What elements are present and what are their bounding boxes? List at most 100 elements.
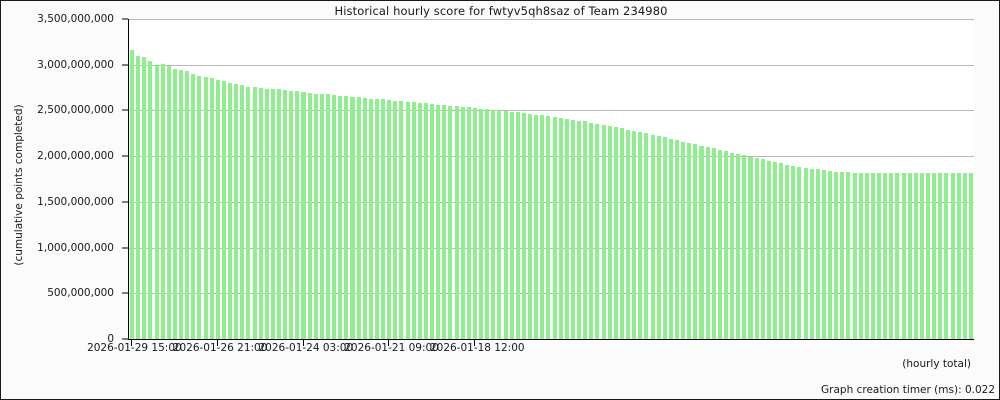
bar xyxy=(570,119,575,339)
y-tick-mark xyxy=(122,64,128,66)
bar xyxy=(772,162,777,339)
bar xyxy=(228,83,233,339)
bar xyxy=(466,107,471,339)
bar xyxy=(766,160,771,339)
bar xyxy=(864,173,869,339)
bar xyxy=(797,166,802,339)
y-tick-label: 0 xyxy=(107,333,114,345)
bar xyxy=(748,156,753,339)
y-tick-mark xyxy=(122,155,128,157)
bar xyxy=(160,63,165,339)
bar xyxy=(264,88,269,339)
y-tick-label: 2,000,000,000 xyxy=(37,150,114,163)
bar xyxy=(301,92,306,339)
bar xyxy=(393,100,398,339)
y-tick-mark xyxy=(122,18,128,20)
bar xyxy=(760,159,765,339)
chart-title: Historical hourly score for fwtyv5qh8saz… xyxy=(334,4,668,18)
bar xyxy=(785,164,790,339)
x-axis-title: (hourly total) xyxy=(902,358,971,370)
bar xyxy=(577,120,582,339)
bar xyxy=(583,121,588,339)
bar xyxy=(730,152,735,339)
bar xyxy=(503,110,508,339)
bar xyxy=(919,173,924,339)
bar xyxy=(564,118,569,339)
bar xyxy=(460,106,465,339)
bar xyxy=(491,109,496,339)
bar xyxy=(313,93,318,339)
bar xyxy=(362,97,367,339)
bar xyxy=(454,106,459,339)
y-tick-label: 1,000,000,000 xyxy=(37,241,114,254)
bar xyxy=(858,172,863,339)
bar xyxy=(405,101,410,339)
bar xyxy=(668,138,673,339)
bar xyxy=(319,93,324,339)
bar xyxy=(448,105,453,339)
bar xyxy=(889,173,894,339)
x-tick-mark xyxy=(473,340,475,346)
bar xyxy=(332,94,337,339)
bar xyxy=(828,170,833,339)
bar xyxy=(411,102,416,339)
bar xyxy=(479,108,484,339)
bar xyxy=(356,97,361,339)
bar xyxy=(234,84,239,339)
y-tick-label: 3,000,000,000 xyxy=(37,58,114,71)
bar xyxy=(601,124,606,339)
bar xyxy=(515,112,520,339)
bar xyxy=(589,122,594,339)
bar xyxy=(295,91,300,339)
bar xyxy=(791,165,796,339)
bar xyxy=(142,56,147,339)
bar xyxy=(215,80,220,339)
bar xyxy=(895,173,900,339)
plot-area xyxy=(128,19,974,340)
bar xyxy=(130,50,135,339)
bar xyxy=(717,149,722,339)
bar xyxy=(485,109,490,339)
bar xyxy=(852,172,857,339)
bar xyxy=(687,142,692,339)
bar xyxy=(650,134,655,339)
bar xyxy=(558,117,563,339)
bar xyxy=(723,151,729,339)
bar xyxy=(534,114,539,339)
y-tick-label: 1,500,000,000 xyxy=(37,195,114,208)
bar xyxy=(607,125,612,339)
x-tick-label: 2026-01-29 15:00 xyxy=(87,342,182,354)
bar xyxy=(521,113,526,339)
y-axis-title: (cumulative points completed) xyxy=(13,104,25,266)
y-tick-label: 2,500,000,000 xyxy=(37,104,114,117)
bar xyxy=(662,137,667,339)
bar xyxy=(956,173,961,339)
bar xyxy=(938,173,943,339)
bar xyxy=(656,136,661,339)
bar xyxy=(258,87,263,339)
bar xyxy=(399,101,404,339)
bar xyxy=(509,111,514,339)
bar xyxy=(779,163,784,339)
bar xyxy=(681,141,686,339)
x-tick-label: 2026-01-24 03:00 xyxy=(258,342,354,354)
bar xyxy=(472,108,477,339)
bar xyxy=(950,173,955,339)
y-tick-mark xyxy=(122,292,128,294)
bar xyxy=(442,104,447,339)
bar xyxy=(926,173,931,339)
bar xyxy=(528,113,533,339)
bar xyxy=(546,115,551,339)
bar xyxy=(877,173,882,339)
bar xyxy=(809,168,814,339)
bar xyxy=(632,130,637,339)
y-tick-mark xyxy=(122,338,128,340)
x-tick-mark xyxy=(216,340,218,346)
bar xyxy=(350,96,355,339)
bar xyxy=(368,98,373,339)
bar xyxy=(552,116,557,339)
bar xyxy=(203,77,208,339)
bar xyxy=(711,148,716,339)
bar xyxy=(338,95,343,339)
